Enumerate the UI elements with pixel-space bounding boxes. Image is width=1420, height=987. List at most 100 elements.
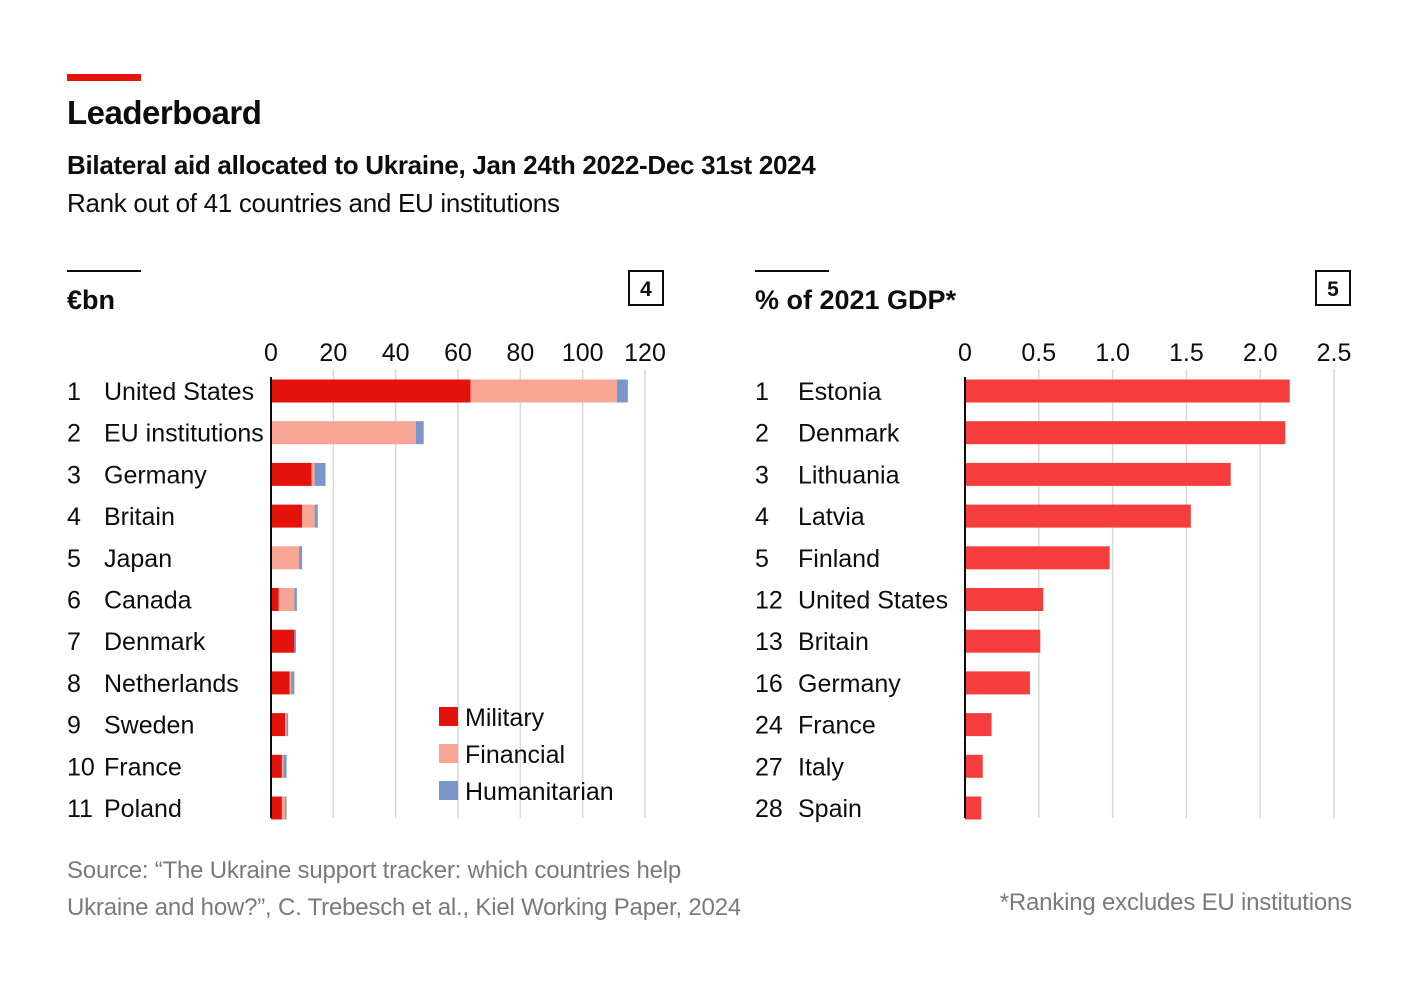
rank-label: 24 <box>755 712 783 740</box>
rank-label: 27 <box>755 753 783 781</box>
bar-gdp-share <box>965 629 1041 653</box>
bar-financial <box>302 504 315 528</box>
panel-title: % of 2021 GDP* <box>755 285 957 315</box>
legend-swatch-financial <box>439 744 458 763</box>
category-label: Finland <box>798 545 880 573</box>
bar-humanitarian <box>616 379 628 403</box>
legend-label: Financial <box>465 741 565 769</box>
rank-label: 6 <box>67 587 81 615</box>
bar-military <box>271 462 312 486</box>
bar-gdp-share <box>965 713 992 737</box>
bar-military <box>271 796 282 820</box>
bar-financial <box>271 546 300 570</box>
x-tick-label: 100 <box>562 339 604 367</box>
panel-rule <box>755 270 829 272</box>
category-label: France <box>104 753 182 781</box>
legend-swatch-military <box>439 707 458 726</box>
panel-title: €bn <box>67 285 115 315</box>
rank-label: 13 <box>755 628 783 656</box>
bar-humanitarian <box>415 421 424 445</box>
rank-label: 4 <box>67 503 81 531</box>
bar-financial <box>311 462 315 486</box>
bar-financial <box>285 713 287 737</box>
category-label: Poland <box>104 795 182 823</box>
bar-gdp-share <box>965 754 983 778</box>
accent-bar <box>67 74 141 81</box>
bar-humanitarian <box>314 504 318 528</box>
bar-financial <box>281 796 286 820</box>
legend-swatch-humanitarian <box>439 781 458 800</box>
x-tick-label: 1.0 <box>1095 339 1130 367</box>
rank-label: 7 <box>67 628 81 656</box>
rank-label: 12 <box>755 587 783 615</box>
bar-humanitarian <box>314 462 326 486</box>
x-tick-label: 0 <box>264 339 278 367</box>
category-label: Britain <box>104 503 175 531</box>
category-label: France <box>798 712 876 740</box>
x-tick-label: 0.5 <box>1021 339 1056 367</box>
panel-number-box <box>628 270 664 306</box>
x-tick-label: 120 <box>624 339 666 367</box>
category-label: Germany <box>104 461 207 489</box>
category-label: EU institutions <box>104 420 264 448</box>
rank-label: 5 <box>67 545 81 573</box>
bar-financial <box>278 588 295 611</box>
bar-financial <box>271 421 416 445</box>
panel-number: 4 <box>640 278 652 301</box>
rank-label: 4 <box>755 503 769 531</box>
category-label: Estonia <box>798 378 881 406</box>
category-label: Japan <box>104 545 172 573</box>
category-label: Latvia <box>798 503 865 531</box>
bar-humanitarian <box>285 796 287 820</box>
bar-gdp-share <box>965 379 1290 403</box>
source-note: Source: “The Ukraine support tracker: wh… <box>67 857 741 921</box>
bar-gdp-share <box>965 421 1286 445</box>
chart-subtitle-secondary: Rank out of 41 countries and EU institut… <box>67 188 560 218</box>
bar-military <box>271 588 279 611</box>
legend-label: Humanitarian <box>465 778 614 806</box>
category-label: Britain <box>798 628 869 656</box>
rank-label: 2 <box>67 420 81 448</box>
rank-label: 16 <box>755 670 783 698</box>
category-label: Lithuania <box>798 461 900 489</box>
bar-military <box>271 713 286 737</box>
bar-gdp-share <box>965 462 1231 486</box>
rank-label: 1 <box>67 378 81 406</box>
bar-financial <box>470 379 617 403</box>
bar-gdp-share <box>965 588 1044 611</box>
bar-humanitarian <box>299 546 303 570</box>
x-tick-label: 80 <box>506 339 534 367</box>
x-tick-label: 20 <box>319 339 347 367</box>
category-label: Italy <box>798 753 844 781</box>
category-label: United States <box>798 587 948 615</box>
bar-military <box>271 504 303 528</box>
x-tick-label: 60 <box>444 339 472 367</box>
bar-gdp-share <box>965 504 1191 528</box>
panel-number-box <box>1315 270 1351 306</box>
bar-military <box>271 754 282 778</box>
bar-gdp-share <box>965 671 1030 695</box>
rank-label: 3 <box>67 461 81 489</box>
bar-financial <box>289 671 292 695</box>
category-label: Netherlands <box>104 670 239 698</box>
x-tick-label: 1.5 <box>1169 339 1204 367</box>
bar-humanitarian <box>291 671 295 695</box>
bar-military <box>271 629 295 653</box>
bar-humanitarian <box>294 588 297 611</box>
bar-gdp-share <box>965 796 982 820</box>
bar-military <box>271 379 471 403</box>
bar-humanitarian <box>283 754 287 778</box>
bar-humanitarian <box>294 629 296 653</box>
x-tick-label: 40 <box>382 339 410 367</box>
category-label: Sweden <box>104 712 194 740</box>
bar-gdp-share <box>965 546 1110 570</box>
category-label: Spain <box>798 795 862 823</box>
chart-subtitle: Bilateral aid allocated to Ukraine, Jan … <box>67 150 816 180</box>
category-label: Denmark <box>104 628 206 656</box>
category-label: Germany <box>798 670 901 698</box>
legend-label: Military <box>465 704 545 732</box>
bar-humanitarian <box>286 713 289 737</box>
footnote: *Ranking excludes EU institutions <box>999 889 1352 916</box>
x-tick-label: 0 <box>958 339 972 367</box>
